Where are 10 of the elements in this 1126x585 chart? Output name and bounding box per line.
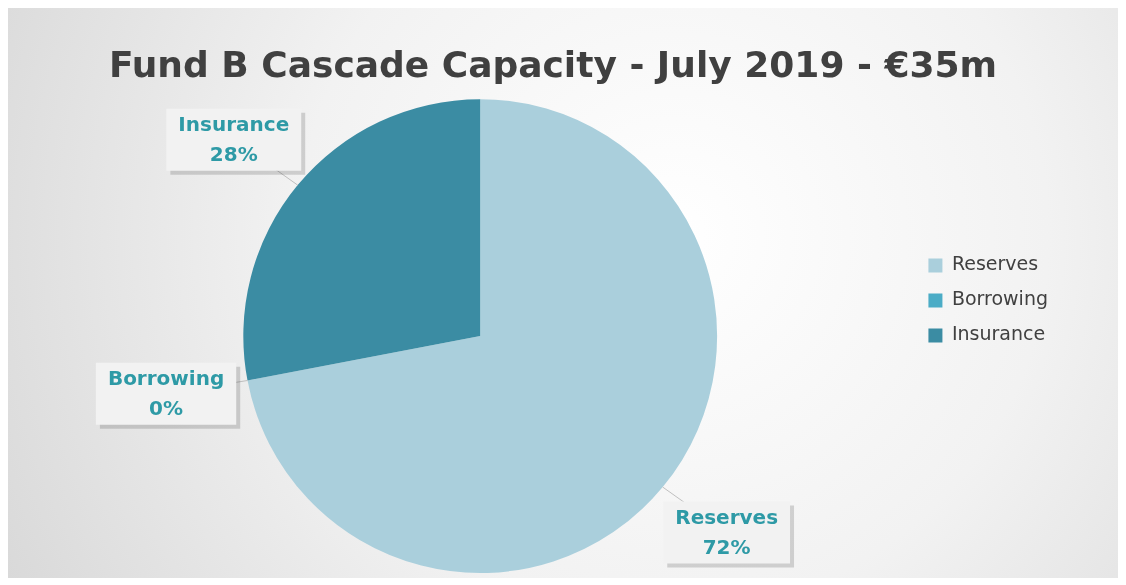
legend-label: Reserves (951, 252, 1039, 275)
data-label: 28% (209, 142, 258, 166)
chart-title: Fund B Cascade Capacity - July 2019 - €35m (108, 43, 998, 85)
text: 0% (149, 396, 184, 421)
data-label: 72% (702, 534, 751, 559)
legend-label: Borrowing (951, 287, 1048, 310)
legend-label: Insurance (951, 322, 1046, 345)
slice-label: Insurance (178, 112, 290, 136)
slice-label: Reserves (675, 504, 779, 529)
category-label: Borrowing (107, 366, 225, 391)
